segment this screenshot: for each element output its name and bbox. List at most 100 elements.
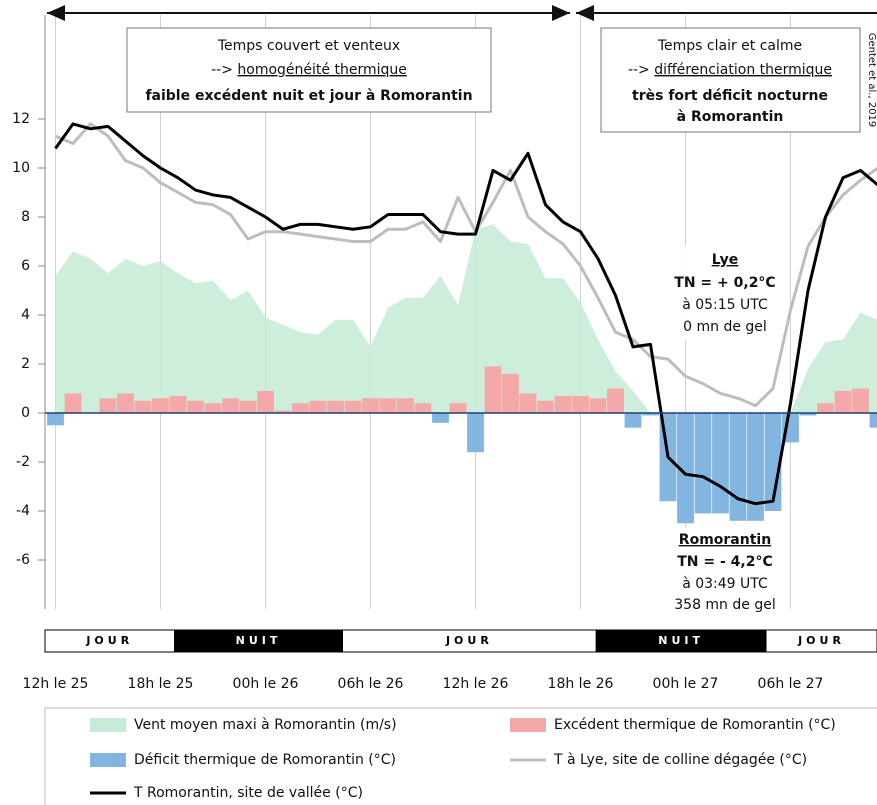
bar [379, 398, 397, 413]
label-text: à 05:15 UTC [682, 297, 768, 313]
bar [414, 403, 432, 413]
x-tick-label: 12h le 26 [443, 676, 509, 692]
label-box [676, 246, 774, 340]
legend-swatch [90, 753, 126, 767]
bar [99, 398, 117, 413]
bar [869, 413, 877, 428]
annotation-box [600, 27, 861, 133]
annotation-right: Temps clair et calme --> différenciation… [600, 27, 861, 133]
bar [519, 393, 537, 413]
y-tick-label: 4 [21, 307, 30, 323]
label-title: Romorantin [679, 532, 771, 548]
x-tick-label: 00h le 26 [233, 676, 299, 692]
source: Gentet et al., 2019 [866, 33, 877, 128]
bar [117, 393, 134, 413]
x-tick-label: 00h le 27 [653, 676, 719, 692]
bar [677, 413, 694, 524]
legend-label: Déficit thermique de Romorantin (°C) [134, 752, 396, 768]
bar [204, 403, 222, 413]
bar [222, 398, 239, 413]
bar [169, 395, 187, 413]
label-text: 0 mn de gel [683, 319, 767, 335]
legend-swatch [90, 718, 126, 732]
y-tick-label: -4 [16, 503, 30, 519]
bar [799, 413, 817, 416]
bar [607, 388, 624, 413]
bar [344, 400, 362, 413]
bar [729, 413, 747, 521]
y-tick-label: -2 [16, 454, 30, 470]
y-tick-label: 2 [21, 356, 30, 372]
bar [274, 410, 292, 413]
label-text: à 03:49 UTC [682, 576, 768, 592]
bar [537, 400, 554, 413]
x-tick-label: 18h le 25 [128, 676, 194, 692]
legend-label: Excédent thermique de Romorantin (°C) [554, 717, 836, 733]
band-label: JOUR [85, 634, 133, 647]
bar [152, 398, 169, 413]
day-night-band: JOUR NUIT JOUR NUIT JOUR [44, 629, 877, 653]
bar [327, 400, 344, 413]
underlined-text: homogénéité thermique [237, 62, 406, 78]
label-text: 358 mn de gel [674, 597, 775, 613]
legend-label: T Romorantin, site de vallée (°C) [133, 785, 363, 801]
band-segment [765, 629, 877, 653]
x-tick-label: 06h le 26 [338, 676, 404, 692]
bar [309, 400, 327, 413]
bar [624, 413, 642, 428]
legend-label: Vent moyen maxi à Romorantin (m/s) [134, 717, 397, 733]
annotation-text: faible excédent nuit et jour à Romoranti… [145, 88, 472, 104]
wind-area [55, 224, 877, 413]
bar [642, 413, 659, 416]
bar [362, 398, 379, 413]
bar [64, 393, 82, 413]
legend-swatch [510, 718, 546, 732]
legend: Vent moyen maxi à Romorantin (m/s) Excéde… [44, 707, 877, 805]
annotation-text: --> différenciation thermique [628, 62, 832, 78]
temperature-line [54, 122, 877, 408]
y-tick-label: -6 [16, 552, 30, 568]
y-tick-label: 8 [21, 209, 30, 225]
annotation-text: à Romorantin [677, 109, 784, 125]
y-tick-label: 10 [12, 160, 30, 176]
band-label: JOUR [797, 634, 845, 647]
bar [852, 388, 869, 413]
bar [747, 413, 764, 521]
y-tick-label: 12 [12, 111, 30, 127]
x-tick-label: 12h le 25 [23, 676, 89, 692]
bar [589, 398, 607, 413]
annotation-text: Temps clair et calme [657, 38, 802, 54]
band-label: NUIT [236, 634, 282, 647]
legend-box [44, 707, 877, 805]
label-text: TN = + 0,2°C [674, 275, 775, 291]
marks [45, 122, 877, 524]
bar [712, 413, 729, 514]
underlined-text: différenciation thermique [654, 62, 832, 78]
bar [502, 373, 519, 413]
bar [187, 400, 204, 413]
legend-label: T à Lye, site de colline dégagée (°C) [553, 752, 807, 768]
temperature-line [54, 122, 877, 506]
bar [554, 395, 572, 413]
bar [467, 413, 484, 453]
bar [239, 400, 257, 413]
bar [449, 403, 467, 413]
annotation-text: très fort déficit nocturne [632, 88, 828, 104]
annotation-text: Temps couvert et venteux [217, 38, 400, 54]
x-tick-label: 06h le 27 [758, 676, 824, 692]
bar [764, 413, 782, 511]
bar [484, 366, 502, 413]
bar [292, 403, 309, 413]
arrow-text: --> [628, 62, 654, 78]
bar [134, 400, 152, 413]
bar [694, 413, 712, 514]
bar [572, 395, 589, 413]
x-tick-label: 18h le 26 [548, 676, 614, 692]
band-label: NUIT [658, 634, 704, 647]
arrow-text: --> [211, 62, 237, 78]
y-tick-label: 6 [21, 258, 30, 274]
annotation-text: --> homogénéité thermique [211, 62, 407, 78]
bar [47, 413, 64, 426]
